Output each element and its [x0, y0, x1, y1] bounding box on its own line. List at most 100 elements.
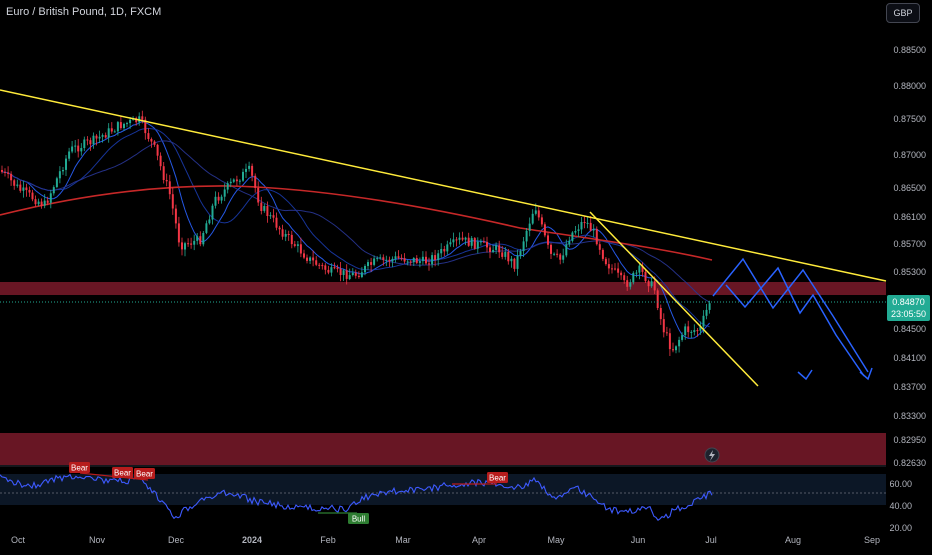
candle-body — [623, 275, 626, 281]
candle-body — [226, 183, 229, 190]
candle-body — [461, 237, 464, 240]
price-tick-label: 0.88000 — [893, 81, 926, 91]
candle-body — [68, 151, 71, 159]
candle-body — [598, 244, 601, 250]
candle-body — [269, 215, 272, 217]
candle-body — [348, 275, 351, 279]
candle-body — [62, 170, 64, 172]
candle-body — [580, 222, 583, 230]
candle-body — [43, 200, 46, 206]
candle-body — [428, 263, 430, 265]
candle-body — [641, 265, 644, 272]
candle-body — [629, 282, 632, 287]
candle-body — [129, 119, 132, 124]
candle-body — [58, 171, 61, 179]
descending-trendline[interactable] — [0, 89, 887, 282]
candle-body — [510, 258, 513, 262]
price-axis[interactable]: 0.88500 0.88000 0.87500 0.87000 0.86500 0.861… — [893, 45, 926, 468]
candle-body — [156, 144, 159, 156]
candle-body — [534, 210, 537, 214]
candle-body — [123, 123, 125, 128]
candle-body — [586, 222, 589, 224]
candle-body — [550, 244, 552, 254]
bear-label: Bear — [136, 470, 153, 479]
support-zone — [0, 433, 886, 465]
candle-body — [607, 264, 610, 269]
candle-body — [486, 241, 488, 248]
time-tick-label: Apr — [472, 535, 486, 545]
candle-body — [446, 244, 449, 252]
candle-body — [312, 257, 315, 261]
candle-body — [324, 265, 327, 270]
candle-body — [647, 281, 650, 287]
candle-body — [574, 231, 577, 233]
candle-body — [540, 217, 543, 225]
time-axis[interactable]: Oct Nov Dec 2024 Feb Mar Apr May Jun Jul Aug Sep — [11, 535, 880, 545]
candle-body — [98, 136, 101, 139]
candle-body — [263, 206, 266, 211]
candle-body — [565, 244, 568, 256]
projection-path-b[interactable] — [725, 266, 865, 377]
candle-body — [665, 332, 668, 334]
candle-body — [644, 271, 647, 282]
candle-body — [476, 241, 479, 249]
candle-body — [257, 187, 260, 203]
candle-body — [699, 326, 702, 331]
price-tick-label: 0.88500 — [893, 45, 926, 55]
candle-body — [147, 133, 150, 139]
time-tick-label: Sep — [864, 535, 880, 545]
time-tick-label: Dec — [168, 535, 185, 545]
candle-body — [251, 165, 254, 176]
candle-body — [299, 244, 302, 254]
channel-trendline[interactable] — [589, 211, 759, 387]
rsi-tick-label: 40.00 — [889, 501, 912, 511]
candle-body — [275, 217, 278, 228]
candle-body — [260, 202, 263, 211]
candle-body — [547, 235, 549, 245]
candle-body — [638, 265, 641, 273]
candle-body — [184, 243, 186, 250]
candle-body — [516, 255, 519, 269]
candle-body — [626, 280, 629, 287]
rsi-axis[interactable]: 60.00 40.00 20.00 — [889, 479, 912, 533]
lightning-icon[interactable] — [704, 447, 720, 463]
candle-body — [504, 252, 507, 257]
candle-body — [245, 168, 247, 172]
candle-body — [662, 319, 665, 333]
bear-label-bg — [487, 472, 508, 483]
candle-body — [345, 270, 348, 279]
candle-body — [150, 139, 153, 142]
price-tick-label: 0.86100 — [893, 212, 926, 222]
candle-body — [71, 146, 74, 152]
candle-body — [449, 242, 452, 245]
price-tick-label: 0.85700 — [893, 239, 926, 249]
candle-body — [382, 257, 385, 260]
candle-body — [303, 253, 305, 258]
candle-body — [492, 249, 495, 252]
candle-body — [592, 229, 595, 231]
candle-body — [568, 240, 571, 245]
candle-body — [193, 240, 196, 245]
candle-body — [86, 139, 89, 141]
resistance-zone — [0, 282, 886, 295]
price-tick-label: 0.85300 — [893, 267, 926, 277]
candle-body — [370, 262, 373, 265]
candle-body — [635, 272, 638, 274]
candle-body — [211, 205, 214, 220]
candle-body — [684, 326, 687, 336]
candle-body — [28, 190, 31, 193]
candle-body — [95, 135, 98, 139]
candle-body — [327, 269, 330, 273]
candle-body — [159, 155, 162, 167]
candle-body — [482, 241, 485, 243]
candle-body — [187, 243, 190, 245]
bear-label: Bear — [489, 474, 506, 483]
candle-body — [202, 233, 205, 245]
candle-body — [357, 275, 360, 277]
candle-body — [367, 262, 369, 266]
currency-button[interactable]: GBP — [886, 3, 920, 23]
candle-body — [400, 257, 403, 259]
candle-body — [632, 272, 635, 283]
